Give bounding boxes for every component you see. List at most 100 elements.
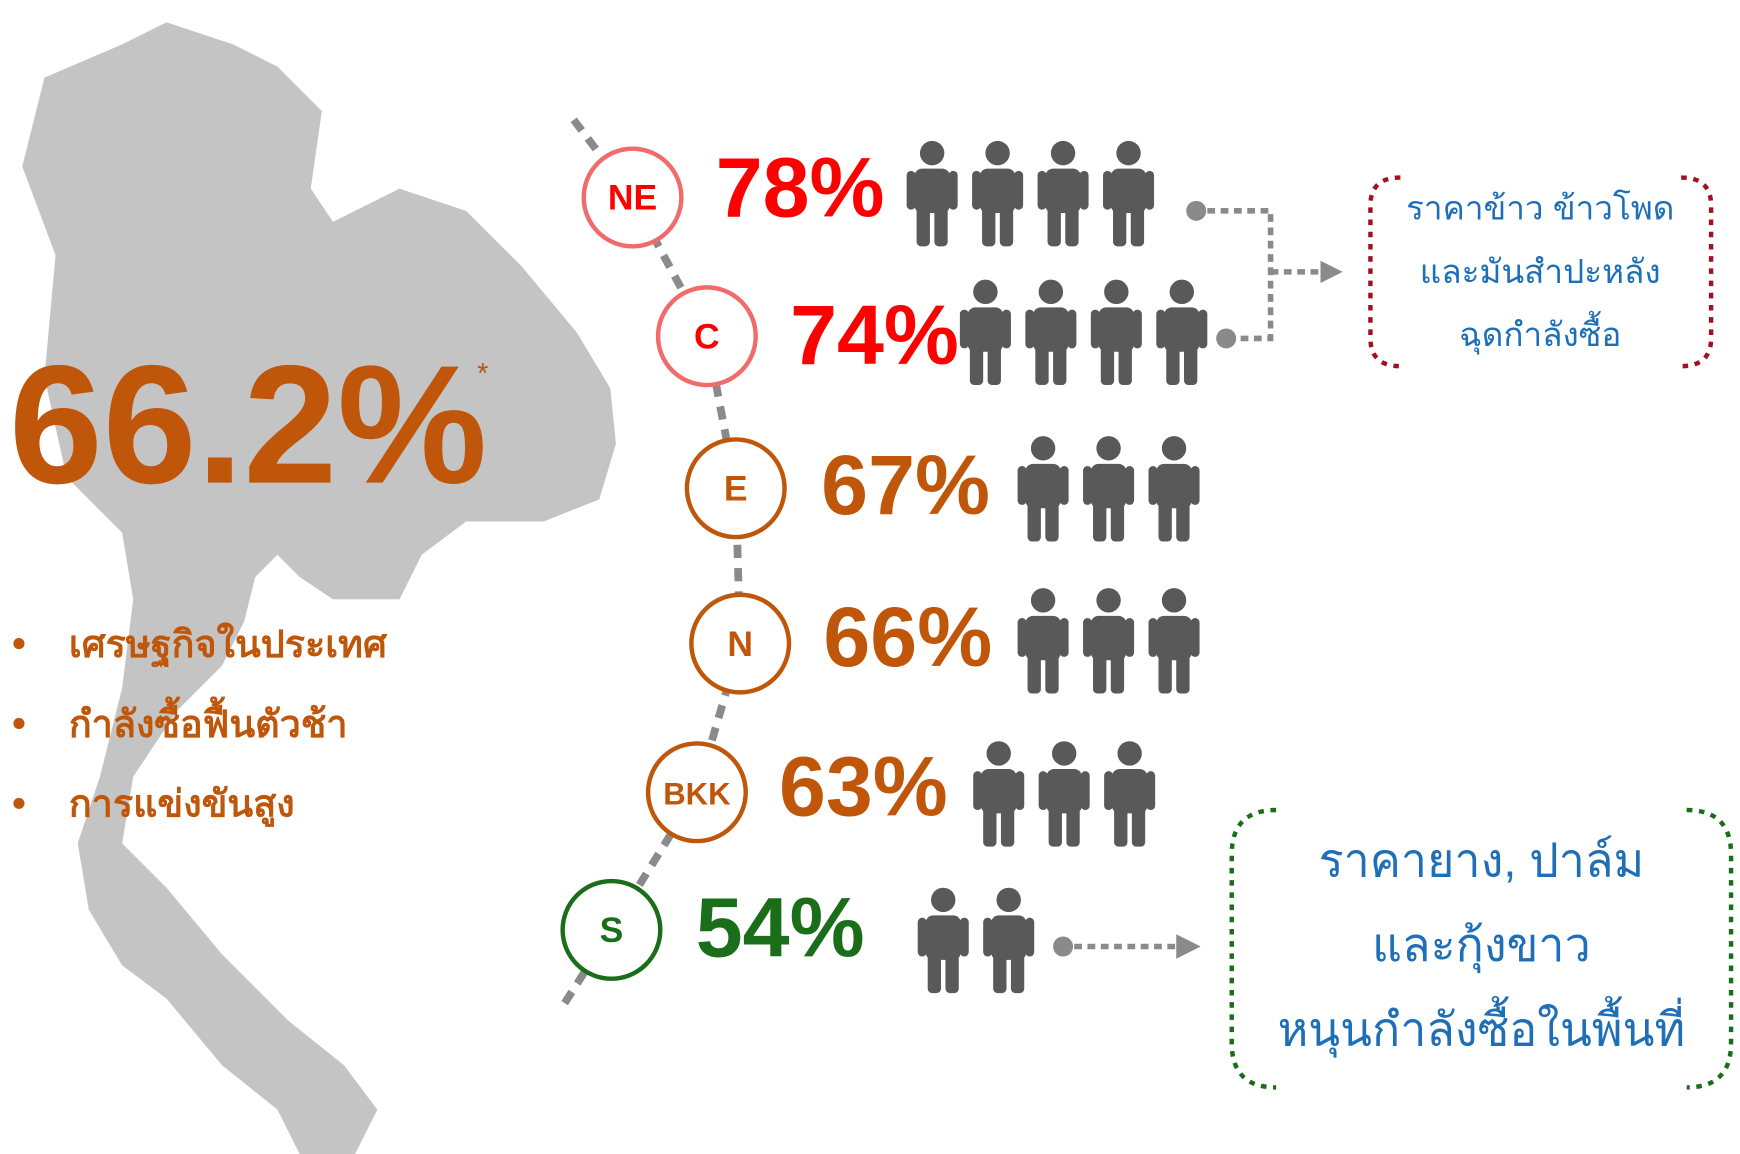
person-leg (983, 805, 997, 847)
person-leg (1010, 952, 1025, 994)
person-arm (1125, 466, 1135, 505)
region-percent: 63% (779, 740, 948, 834)
person-head (1096, 588, 1121, 613)
note-text: และมันสำปะหลัง (1420, 254, 1661, 291)
person-icon (1038, 741, 1090, 847)
region-code: N (727, 624, 753, 664)
person-icon (973, 741, 1025, 847)
person-leg (1027, 500, 1041, 542)
person-leg (945, 952, 959, 994)
person-arm (1025, 917, 1035, 957)
person-icon (972, 140, 1024, 247)
person-icon (1017, 436, 1069, 542)
person-leg (1045, 500, 1059, 542)
person-torso (1110, 168, 1147, 214)
person-arm (1067, 309, 1077, 349)
person-arm (1059, 466, 1069, 505)
map (22, 22, 616, 1154)
person-leg (1166, 343, 1180, 386)
person-head (973, 279, 998, 305)
region-code: E (724, 468, 748, 508)
connectors (1053, 200, 1343, 959)
person-arm (1132, 309, 1142, 349)
person-icon (906, 140, 958, 247)
person-leg (1184, 343, 1198, 386)
person-leg (993, 952, 1007, 994)
person-arm (1198, 309, 1208, 349)
person-head (985, 140, 1010, 166)
person-leg (1113, 205, 1127, 247)
person-arm (959, 917, 969, 957)
person-arm (1190, 618, 1200, 657)
person-arm (1002, 309, 1011, 349)
person-leg (987, 343, 1001, 386)
note-text: ราคาข้าว ข้าวโพด (1406, 190, 1674, 228)
person-head (1030, 588, 1056, 613)
person-icon (1025, 279, 1077, 386)
person-leg (1131, 805, 1146, 847)
person-arm (1190, 466, 1200, 505)
note-text: ฉุดกำลังซื้อ (1459, 310, 1621, 355)
person-torso (1156, 463, 1192, 509)
person-leg (1093, 652, 1107, 694)
person-torso (914, 168, 950, 214)
person-head (986, 741, 1011, 766)
region-percent: 74% (790, 288, 959, 382)
person-arm (948, 170, 958, 210)
person-head (1051, 741, 1077, 766)
person-leg (1110, 500, 1125, 542)
person-head (931, 887, 956, 913)
person-torso (1033, 307, 1069, 352)
region-code: S (600, 910, 624, 950)
bullet-dot (13, 717, 25, 730)
person-arm (983, 917, 993, 957)
headline-mark: * (477, 358, 488, 390)
region-badge (645, 741, 748, 844)
person-head (1161, 436, 1187, 461)
region-code: NE (608, 178, 657, 218)
person-arm (1103, 170, 1112, 210)
person-head (1030, 436, 1056, 461)
person-leg (1176, 652, 1190, 694)
region-code: C (694, 316, 720, 356)
person-leg (1047, 205, 1061, 247)
person-leg (1158, 652, 1172, 694)
person-torso (1111, 768, 1148, 814)
person-leg (934, 205, 948, 247)
person-leg (999, 205, 1014, 247)
person-leg (1100, 343, 1115, 386)
region-path (557, 117, 745, 1012)
person-head (1104, 279, 1129, 305)
person-head (1050, 140, 1076, 166)
person-torso (925, 915, 961, 960)
person-leg (1065, 205, 1079, 247)
person-leg (1114, 805, 1128, 847)
person-head (1169, 279, 1195, 305)
note-box (1368, 175, 1714, 369)
person-leg (1130, 205, 1145, 247)
person-leg (1048, 805, 1062, 847)
person-arm (1015, 771, 1025, 811)
person-icon (1083, 588, 1135, 694)
person-arm (1017, 466, 1027, 505)
region-badge (581, 146, 684, 249)
person-torso (1098, 307, 1135, 352)
region-badge (689, 592, 792, 695)
bullet-dot (13, 638, 25, 650)
person-torso (1046, 768, 1082, 814)
person-leg (1176, 500, 1190, 542)
person-leg (1093, 500, 1107, 542)
person-torso (1025, 463, 1061, 509)
note-text: และกุ้งขาว (1372, 919, 1591, 974)
person-arm (1025, 309, 1035, 349)
person-icon (1037, 140, 1089, 247)
person-head (996, 887, 1021, 913)
person-leg (1027, 652, 1041, 694)
person-arm (972, 170, 981, 210)
person-icon (1148, 588, 1200, 694)
person-arm (1017, 618, 1027, 657)
person-arm (1125, 618, 1135, 657)
person-icon (1090, 279, 1142, 386)
person-icon (1103, 140, 1155, 247)
